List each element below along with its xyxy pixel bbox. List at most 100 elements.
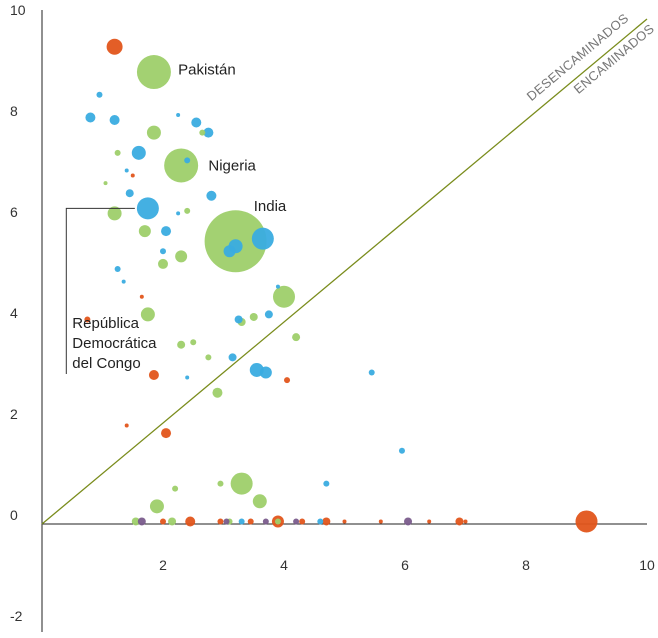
data-point [234, 315, 243, 324]
annotation-label: India [254, 198, 287, 215]
data-point [185, 516, 196, 527]
data-point [293, 518, 300, 525]
data-point [106, 38, 123, 55]
data-point [259, 366, 272, 379]
data-point [342, 519, 347, 524]
data-point [317, 518, 324, 525]
data-point [176, 211, 181, 216]
data-point [177, 340, 186, 349]
data-point [275, 284, 280, 289]
data-point [131, 517, 140, 526]
data-point [223, 245, 236, 258]
x-tick-label: 10 [639, 557, 655, 573]
data-point [161, 428, 172, 439]
data-point [251, 227, 274, 250]
y-tick-label: 6 [10, 204, 18, 220]
data-point [212, 387, 223, 398]
data-point [264, 310, 273, 319]
data-point [299, 518, 306, 525]
data-point [463, 519, 468, 524]
y-tick-label: 0 [10, 507, 18, 523]
data-point [206, 190, 217, 201]
x-tick-label: 6 [401, 557, 409, 573]
data-point [85, 112, 96, 123]
annotation-label: del Congo [72, 355, 140, 372]
data-point [190, 339, 197, 346]
data-point [158, 258, 168, 269]
data-point [322, 517, 331, 526]
x-tick-label: 4 [280, 557, 288, 573]
data-point [136, 55, 171, 90]
data-point [455, 517, 464, 526]
data-point [575, 510, 598, 533]
data-point [109, 115, 120, 125]
data-point [176, 112, 181, 117]
data-point [404, 517, 413, 526]
annotation-label: Nigeria [208, 158, 256, 175]
annotation-label: Pakistán [178, 62, 236, 79]
x-tick-label: 2 [159, 557, 167, 573]
data-point [130, 173, 135, 178]
data-point [205, 354, 212, 361]
data-point [223, 518, 230, 525]
data-point [139, 294, 144, 299]
data-point [103, 181, 108, 186]
data-point [378, 519, 383, 524]
data-point [185, 375, 190, 380]
data-point [114, 265, 121, 272]
y-tick-label: 4 [10, 305, 18, 321]
data-point [217, 480, 224, 487]
data-point [203, 127, 214, 138]
reference-line [41, 18, 648, 525]
points-layer [84, 38, 598, 533]
data-point [137, 517, 146, 526]
data-point [138, 225, 151, 238]
annotation-label: República [72, 315, 139, 332]
data-point [191, 117, 202, 128]
data-point [284, 377, 291, 384]
data-point [175, 250, 188, 263]
data-point [114, 149, 121, 156]
data-point [262, 518, 269, 525]
data-point [168, 517, 177, 526]
data-point [146, 125, 161, 140]
data-point [140, 307, 155, 322]
data-point [273, 285, 295, 308]
data-point [292, 333, 301, 342]
data-point [148, 370, 159, 381]
labels-layer: Pakistán Nigeria India República Democrática… [65, 62, 287, 374]
data-point [172, 485, 179, 492]
data-point [136, 197, 159, 220]
data-point [131, 145, 146, 160]
y-tick-label: 10 [10, 2, 26, 18]
data-point [160, 248, 166, 255]
y-tick-label: -2 [10, 608, 23, 624]
data-point [84, 316, 91, 323]
data-point [125, 189, 134, 198]
data-point [217, 518, 224, 525]
data-point [199, 129, 206, 136]
data-point [238, 518, 245, 525]
data-point [160, 518, 166, 525]
data-point [184, 157, 191, 164]
y-tick-label: 8 [10, 103, 18, 119]
data-point [252, 494, 267, 509]
data-point [96, 91, 103, 98]
data-point [107, 206, 122, 221]
data-point [124, 423, 129, 428]
data-point [124, 168, 129, 173]
y-tick-label: 2 [10, 406, 18, 422]
data-point [228, 353, 237, 362]
data-point [230, 472, 253, 495]
data-point [247, 518, 254, 525]
data-point [149, 499, 164, 514]
annotation-bracket [65, 207, 135, 374]
annotation-label: Democrática [72, 335, 157, 352]
data-point [427, 519, 432, 524]
data-point [121, 279, 126, 284]
data-point [323, 480, 330, 487]
data-point [184, 207, 191, 214]
data-point [368, 369, 375, 376]
